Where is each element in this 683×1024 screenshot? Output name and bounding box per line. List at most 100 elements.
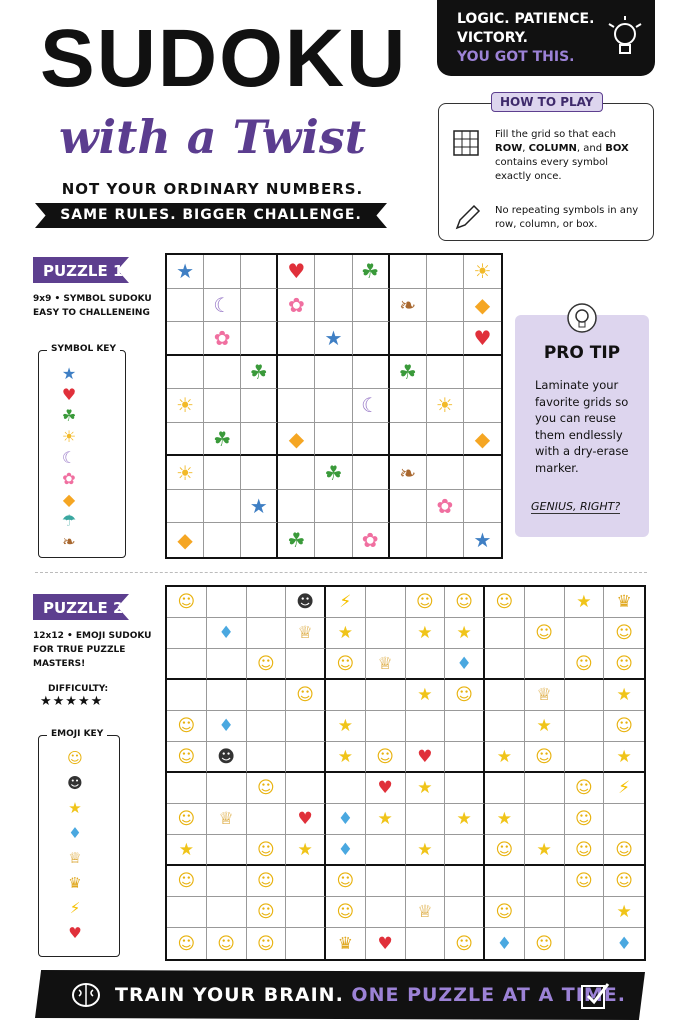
cell: ★ [445,618,485,649]
cell [485,618,525,649]
cell: ★ [286,835,326,866]
cell [426,456,464,490]
cell [286,897,326,928]
cell [365,618,406,649]
symbol: ♛ [616,592,632,612]
cell: ★ [326,618,366,649]
symbol: ☘ [324,460,343,485]
symbol: ★ [324,325,343,350]
key-symbol: ✿ [62,469,76,488]
key-list: ☺ ☻ ★ ♦ ♕ ♛ ⚡ ♥ [65,746,85,946]
cell: ♦ [206,711,247,742]
cell [365,897,406,928]
cell [463,490,501,524]
symbol: ★ [178,839,194,860]
grid-icon [453,130,479,156]
cell: ☀ [167,389,205,423]
cell [365,587,406,618]
check-icon [581,983,610,1009]
key-symbol: ☻ [67,774,83,792]
tip-signoff: GENIUS, RIGHT? [531,500,621,514]
cell: ♕ [524,680,565,711]
cell [524,773,565,804]
cell: ☀ [426,389,464,423]
key-title: SYMBOL KEY [47,344,120,354]
symbol: ☻ [217,746,235,767]
motto-box: LOGIC. PATIENCE. VICTORY. YOU GOT THIS. [437,0,655,76]
key-symbol: ♥ [61,385,77,404]
symbol: ☺ [257,933,275,954]
cell: ★ [485,742,525,773]
cell: ♦ [326,804,366,835]
cell: ☺ [246,649,287,680]
symbol: ◆ [177,528,193,553]
symbol: ☘ [398,359,417,384]
symbol: ☺ [575,839,593,860]
symbol: ⚡ [618,778,631,798]
symbol: ☘ [249,359,268,384]
symbol: ♛ [337,933,353,954]
cell: ☺ [604,618,644,649]
symbol: ★ [456,623,472,643]
cell [286,742,326,773]
motto-line: VICTORY. [457,30,528,46]
symbol: ♥ [377,778,393,798]
cell [564,897,605,928]
symbol: ♥ [297,809,313,829]
symbol: ☺ [177,933,196,954]
divider [35,572,647,573]
difficulty-label: DIFFICULTY: [48,684,109,694]
symbol: ★ [377,809,393,829]
cell: ☺ [326,649,366,680]
cell: ☺ [525,928,565,959]
cell [390,523,427,557]
cell: ♥ [463,322,501,356]
symbol: ♦ [218,623,234,643]
cell [241,422,279,457]
key-symbol: ◆ [62,490,76,509]
symbol: ♦ [456,653,472,674]
key-title: EMOJI KEY [47,729,108,739]
cell: ♕ [365,649,406,680]
symbol: ★ [536,839,552,860]
cell: ☘ [278,523,316,557]
cell: ☺ [445,587,485,618]
cell [352,355,390,390]
key-symbol: ☾ [61,448,77,467]
symbol: ★ [616,902,632,922]
cell: ☺ [246,773,287,804]
emoji-key: EMOJI KEY ☺ ☻ ★ ♦ ♕ ♛ ⚡ ♥ [38,729,120,957]
symbol: ☘ [361,259,380,284]
symbol: ☺ [177,746,196,767]
cell [286,649,326,680]
cell [426,322,464,356]
brain-icon [72,983,100,1007]
symbol: ♥ [377,933,393,954]
symbol: ☀ [176,393,195,418]
cell [206,835,247,866]
cell: ⚡ [326,587,366,618]
symbol: ★ [496,809,512,829]
cell: ★ [405,680,446,711]
cell [405,649,446,680]
footer-text: TRAIN YOUR BRAIN. ONE PUZZLE AT A TIME. [115,984,626,1006]
symbol: ★ [473,528,492,553]
cell [315,355,353,390]
cell: ☺ [604,649,644,680]
cell [167,288,205,323]
cell: ❧ [389,288,427,323]
cell: ♦ [485,928,525,959]
cell: ☺ [246,897,287,928]
cell: ★ [524,835,565,866]
symbol: ♦ [337,839,353,860]
symbol: ☺ [336,653,355,674]
cell [365,711,406,742]
cell: ★ [405,618,446,649]
puzzle-grid: ☺ ☻ ⚡ ☺ ☺ ☺ ★ ♛ ♦ ♕ ★ ★ ★ ☺ ☺ ☺ ☺ ♕ ♦ ☺ ☺ ☺ ★ ☺ ♕ ★ ☺ ♦ ★ ★ ☺ ☺ ☻ ★ ☺ ♥ ★ ☺ ★ ☺… [165,585,646,961]
cell [565,928,605,959]
cell [426,288,464,323]
cell [204,389,242,423]
cell: ☺ [365,742,406,773]
symbol: ♥ [417,746,433,767]
cell [405,866,446,897]
